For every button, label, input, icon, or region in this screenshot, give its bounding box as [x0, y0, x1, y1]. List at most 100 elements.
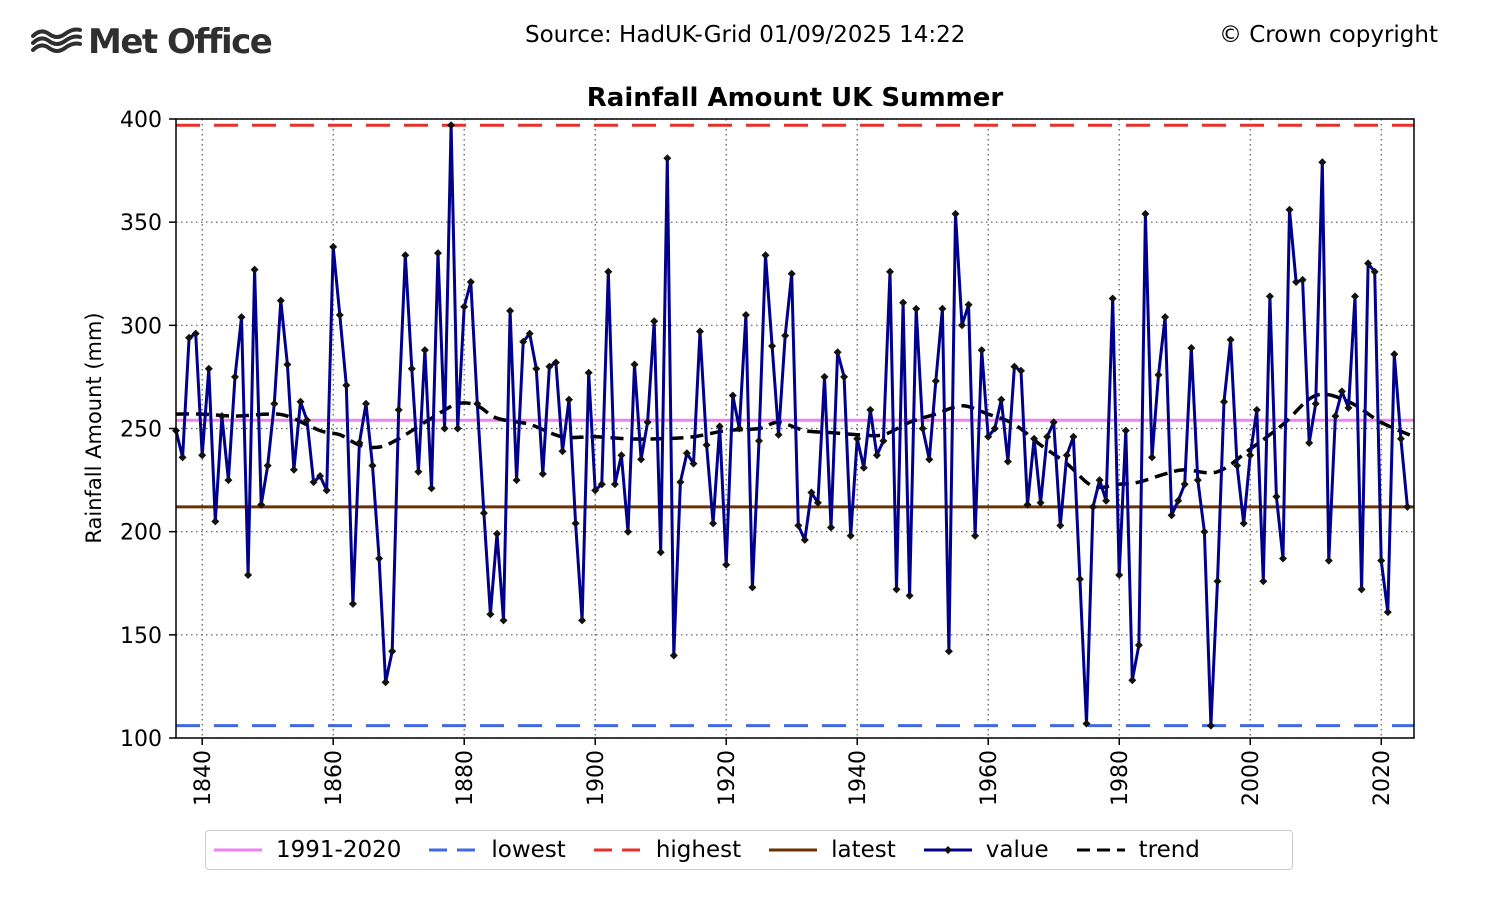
value-point — [434, 249, 442, 258]
value-point — [198, 451, 207, 460]
value-point — [964, 300, 973, 309]
value-point — [296, 397, 305, 406]
value-point — [813, 498, 822, 507]
y-tick-label: 350 — [120, 211, 162, 236]
value-point — [722, 560, 731, 569]
value-point — [1095, 476, 1104, 485]
trend-line — [175, 392, 1415, 490]
value-point — [571, 519, 580, 528]
value-point — [827, 523, 835, 532]
value-point — [663, 154, 672, 163]
value-point — [1167, 511, 1176, 520]
value-point — [486, 610, 495, 619]
value-point — [846, 531, 855, 540]
value-point — [1187, 344, 1196, 352]
trend-layer — [175, 392, 1415, 490]
value-point — [1390, 350, 1399, 359]
value-point — [217, 412, 226, 421]
value-point — [958, 321, 966, 330]
value-point — [990, 424, 999, 433]
value-point — [512, 476, 521, 485]
value-point — [283, 360, 292, 369]
legend-latest-label: latest — [831, 837, 896, 863]
value-point — [768, 342, 777, 350]
value-point — [388, 647, 397, 656]
value-point — [519, 337, 528, 346]
value-point — [617, 451, 626, 460]
value-point — [244, 571, 253, 579]
value-point — [1239, 519, 1248, 528]
legend-baseline-swatch — [214, 848, 262, 852]
value-point — [479, 509, 488, 518]
value-point — [1056, 521, 1065, 530]
legend-item-value: value — [923, 837, 1049, 863]
value-point — [669, 651, 678, 660]
value-point — [591, 486, 600, 495]
value-point — [951, 209, 960, 218]
x-ticks: 1840 1860 1880 1900 1920 1940 1960 1980 2000 2020 — [191, 738, 1395, 806]
x-tick-label: 1960 — [977, 750, 1002, 806]
value-point — [735, 424, 744, 433]
value-point — [1377, 556, 1386, 565]
value-point — [1279, 554, 1287, 563]
value-point — [1337, 387, 1346, 396]
value-point — [309, 478, 318, 487]
value-point — [709, 519, 718, 528]
value-point — [689, 459, 698, 468]
y-axis-label: Rainfall Amount (mm) — [82, 312, 106, 543]
value-point — [886, 267, 894, 276]
x-tick-label: 1880 — [453, 750, 478, 806]
value-point — [1017, 366, 1025, 375]
value-point — [853, 434, 862, 443]
value-point — [866, 405, 875, 414]
value-point — [1030, 434, 1039, 443]
x-tick-label: 1840 — [191, 750, 216, 806]
value-point — [231, 372, 239, 381]
value-point — [348, 599, 357, 608]
value-point — [1121, 426, 1130, 435]
value-point — [558, 447, 567, 456]
value-point — [1351, 292, 1359, 301]
value-point — [237, 313, 246, 322]
legend-item-lowest: lowest — [429, 837, 566, 863]
value-point — [899, 298, 908, 307]
value-point — [401, 251, 410, 260]
value-point — [1174, 496, 1183, 505]
value-point — [1089, 502, 1097, 511]
value-point — [859, 463, 868, 472]
y-tick-label: 200 — [120, 521, 162, 546]
value-point — [1128, 676, 1137, 685]
x-tick-label: 1940 — [846, 750, 871, 806]
value-point — [1246, 451, 1255, 460]
x-tick-label: 2000 — [1239, 750, 1264, 806]
logo-text: Met Office — [88, 22, 273, 62]
value-point — [676, 478, 685, 487]
value-point — [342, 381, 351, 390]
legend: 1991-2020 lowest highest latest value tr… — [205, 830, 1293, 870]
x-tick-label: 2020 — [1370, 750, 1395, 806]
legend-value-swatch — [923, 846, 972, 854]
value-point — [1331, 412, 1340, 421]
x-tick-label: 1920 — [715, 750, 740, 806]
value-point — [1226, 335, 1235, 344]
value-point — [185, 333, 194, 342]
value-point — [682, 449, 691, 458]
value-point — [643, 418, 652, 427]
value-point — [918, 424, 927, 433]
value-point — [984, 432, 993, 441]
legend-item-highest: highest — [593, 837, 741, 863]
value-point — [1285, 205, 1294, 214]
value-point — [1141, 209, 1150, 218]
value-point — [1259, 577, 1268, 586]
value-point — [604, 267, 613, 276]
value-point — [355, 438, 364, 447]
value-point — [276, 296, 285, 305]
value-point — [1062, 451, 1071, 460]
legend-item-latest: latest — [769, 837, 896, 863]
value-point — [322, 486, 331, 495]
value-point — [1108, 294, 1117, 303]
value-point — [1396, 434, 1405, 443]
value-point — [1134, 641, 1143, 650]
value-point — [715, 422, 724, 431]
value-point — [1193, 476, 1202, 485]
